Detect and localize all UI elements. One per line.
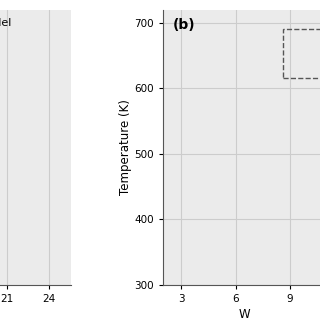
X-axis label: W: W — [239, 308, 251, 320]
Bar — [283, 29, 320, 78]
Legend: Numerical model, Experimental: Numerical model, Experimental — [0, 18, 11, 44]
Y-axis label: Temperature (K): Temperature (K) — [119, 99, 132, 195]
Text: (b): (b) — [173, 18, 196, 32]
